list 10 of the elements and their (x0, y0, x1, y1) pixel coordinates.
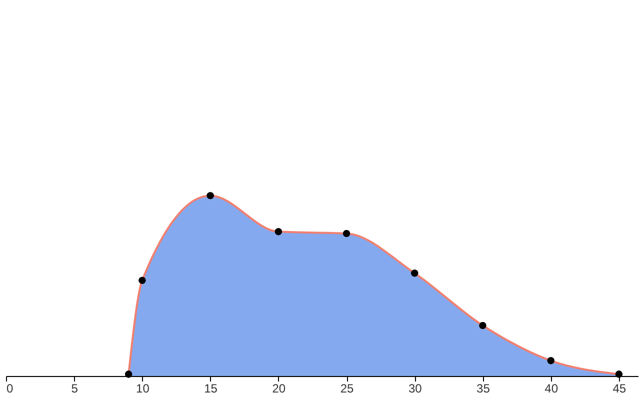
x-tick-label: 40 (544, 382, 558, 396)
x-tick-label: 35 (476, 382, 490, 396)
x-tick-label: 20 (272, 382, 286, 396)
x-tick-label: 25 (340, 382, 354, 396)
x-tick-label: 0 (6, 382, 14, 396)
x-tick-label: 15 (204, 382, 218, 396)
x-tick-label: 10 (136, 382, 150, 396)
x-tick-label: 5 (71, 382, 78, 396)
x-tick-label: 30 (408, 382, 422, 396)
x-tick-label: 45 (612, 382, 626, 396)
